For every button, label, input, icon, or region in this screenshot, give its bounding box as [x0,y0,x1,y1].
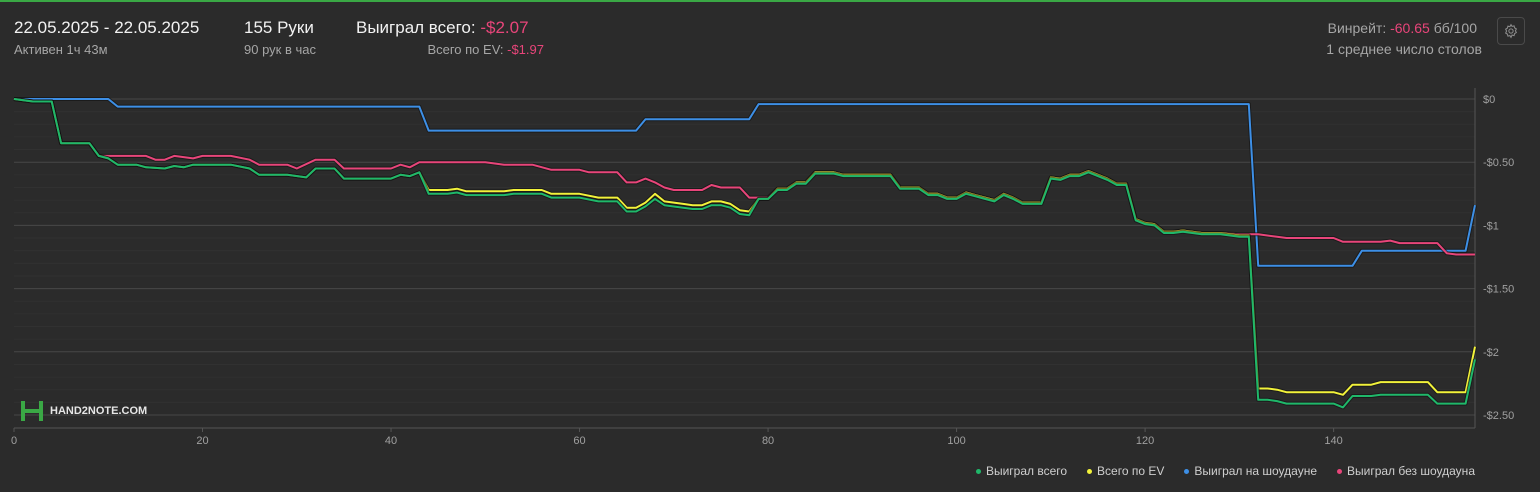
x-tick-label: 0 [11,435,17,447]
settings-button[interactable] [1497,17,1525,45]
series-line-3 [13,98,1476,409]
legend-item-won-total[interactable]: Выиграл всего [975,464,1068,478]
date-range: 22.05.2025 - 22.05.2025 [14,18,200,37]
x-tick-label: 120 [1136,435,1154,447]
y-tick-label: -$1 [1483,220,1499,232]
logo-text: HAND2NOTE.COM [50,405,148,417]
legend-dot [1184,468,1190,474]
winrate-label: Винрейт: [1327,20,1387,36]
y-tick-label: -$1.50 [1483,284,1514,296]
h2n-logo-icon [21,401,43,421]
y-tick-label: $0 [1483,94,1495,106]
ev-total-value: -$1.97 [507,42,544,57]
won-total-label: Выиграл всего: [356,18,476,37]
y-tick-label: -$0.50 [1483,157,1514,169]
winrate: Винрейт: -60.65 бб/100 [1328,20,1477,36]
ev-total-label: Всего по EV: [427,42,504,57]
y-tick-label: -$2 [1483,347,1499,359]
legend-dot [975,468,981,474]
legend-label: Выиграл без шоудауна [1347,464,1475,478]
logo: HAND2NOTE.COM [20,400,147,422]
won-total-value: -$2.07 [480,18,529,37]
legend-label: Выиграл на шоудауне [1194,464,1317,478]
x-tick-label: 20 [196,435,208,447]
legend-item-showdown[interactable]: Выиграл на шоудауне [1184,464,1317,478]
hands-count: 155 Руки [244,18,314,37]
legend-item-non-showdown[interactable]: Выиграл без шоудауна [1337,464,1475,478]
avg-tables: 1 среднее число столов [1326,41,1482,57]
x-tick-label: 80 [762,435,774,447]
legend-item-ev-total[interactable]: Всего по EV [1087,464,1164,478]
x-tick-label: 100 [947,435,965,447]
active-time: Активен 1ч 43м [14,42,108,57]
y-tick-label: -$2.50 [1483,410,1514,422]
legend: Выиграл всего Всего по EV Выиграл на шоу… [975,464,1475,478]
x-tick-label: 140 [1324,435,1342,447]
series-line-0 [14,98,1476,267]
legend-label: Всего по EV [1097,464,1165,478]
winrate-value: -60.65 [1390,20,1430,36]
x-tick-label: 60 [573,435,585,447]
ev-total: Всего по EV: -$1.97 [356,42,544,57]
gear-icon [1504,23,1518,39]
winrate-unit: бб/100 [1433,20,1477,36]
hands-per-hour: 90 рук в час [244,42,316,57]
legend-dot [1337,468,1342,474]
won-total: Выиграл всего: -$2.07 [356,18,529,38]
x-tick-label: 40 [385,435,397,447]
legend-dot [1087,468,1093,474]
legend-label: Выиграл всего [985,464,1068,478]
top-accent-line [0,0,1540,2]
